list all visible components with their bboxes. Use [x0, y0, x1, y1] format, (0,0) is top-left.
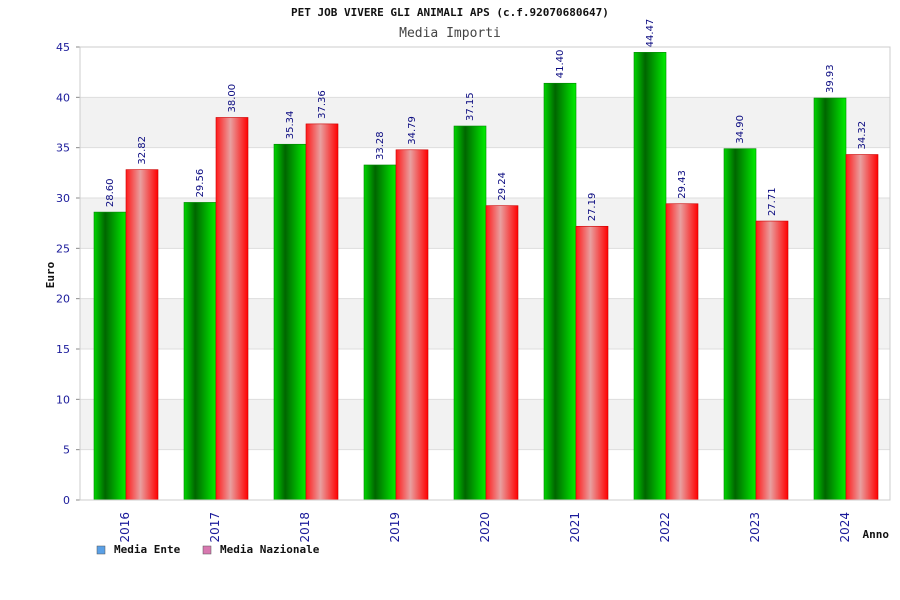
bar-media-ente-2024	[813, 97, 847, 501]
bar-media-ente-2020	[453, 125, 487, 501]
bar-media-nazionale-2022	[665, 203, 699, 501]
legend-label-media-nazionale: Media Nazionale	[220, 543, 320, 556]
y-tick-label: 5	[63, 444, 70, 457]
y-tick-label: 20	[56, 293, 70, 306]
x-tick-label: 2022	[658, 512, 672, 543]
bar-media-ente-2017	[183, 202, 217, 501]
y-tick-label: 25	[56, 242, 70, 255]
x-tick-label: 2020	[478, 512, 492, 543]
y-axis-label: Euro	[44, 261, 57, 288]
x-tick-label: 2017	[208, 512, 222, 543]
bar-media-ente-2016	[93, 211, 127, 501]
data-label: 41.40	[555, 50, 566, 79]
plot-border	[79, 46, 891, 501]
data-label: 34.90	[735, 115, 746, 144]
x-tick-label: 2018	[298, 512, 312, 543]
bar-media-nazionale-2024	[845, 154, 879, 501]
bar-media-ente-2023	[723, 148, 757, 501]
legend-label-media-ente: Media Ente	[114, 543, 181, 556]
x-tick-label: 2023	[748, 512, 762, 543]
y-tick-label: 15	[56, 343, 70, 356]
bar-media-nazionale-2023	[755, 220, 789, 501]
legend-swatch-media-nazionale	[202, 545, 212, 555]
x-tick-label: 2019	[388, 512, 402, 543]
bar-media-ente-2019	[363, 164, 397, 501]
bar-media-nazionale-2020	[485, 205, 519, 501]
x-axis-label: Anno	[863, 528, 890, 541]
data-label: 39.93	[825, 64, 836, 93]
data-label: 29.56	[195, 169, 206, 198]
data-label: 37.36	[317, 90, 328, 119]
bar-media-ente-2022	[633, 52, 667, 501]
y-tick-label: 10	[56, 393, 70, 406]
data-label: 28.60	[105, 178, 116, 207]
x-tick-label: 2024	[838, 512, 852, 543]
x-tick-label: 2016	[118, 512, 132, 543]
x-tick-label: 2021	[568, 512, 582, 543]
legend-swatch-media-ente	[96, 545, 106, 555]
bar-media-nazionale-2017	[215, 117, 249, 501]
y-tick-label: 40	[56, 91, 70, 104]
y-tick-label: 35	[56, 142, 70, 155]
bar-media-nazionale-2019	[395, 149, 429, 501]
data-label: 27.19	[587, 193, 598, 222]
data-label: 34.32	[857, 121, 868, 150]
data-label: 27.71	[767, 187, 778, 216]
data-label: 29.24	[497, 172, 508, 201]
y-tick-label: 30	[56, 192, 70, 205]
y-tick-label: 0	[63, 494, 70, 507]
data-label: 37.15	[465, 92, 476, 121]
bar-media-nazionale-2018	[305, 123, 339, 501]
chart-title: PET JOB VIVERE GLI ANIMALI APS (c.f.9207…	[291, 6, 609, 19]
data-label: 33.28	[375, 131, 386, 160]
data-label: 29.43	[677, 170, 688, 199]
value-labels: 28.60 32.82 29.56 38.00 35.34 37.36 33.28 34.79…	[105, 19, 868, 222]
bar-media-nazionale-2021	[575, 225, 609, 501]
data-label: 35.34	[285, 111, 296, 140]
data-label: 38.00	[227, 84, 238, 113]
data-label: 34.79	[407, 116, 418, 145]
bar-media-nazionale-2016	[125, 169, 159, 501]
legend: Media Ente Media Nazionale	[96, 543, 320, 556]
bar-media-ente-2018	[273, 143, 307, 501]
data-label: 44.47	[645, 19, 656, 48]
y-tick-label: 45	[56, 41, 70, 54]
data-label: 32.82	[137, 136, 148, 165]
axes: 0 5 10 15 20 25 30 35 40 45 2016 2017 2018 2019 2020 20…	[56, 41, 891, 543]
bars	[93, 52, 879, 501]
chart-subtitle: Media Importi	[399, 26, 501, 41]
bar-media-ente-2021	[543, 82, 577, 501]
